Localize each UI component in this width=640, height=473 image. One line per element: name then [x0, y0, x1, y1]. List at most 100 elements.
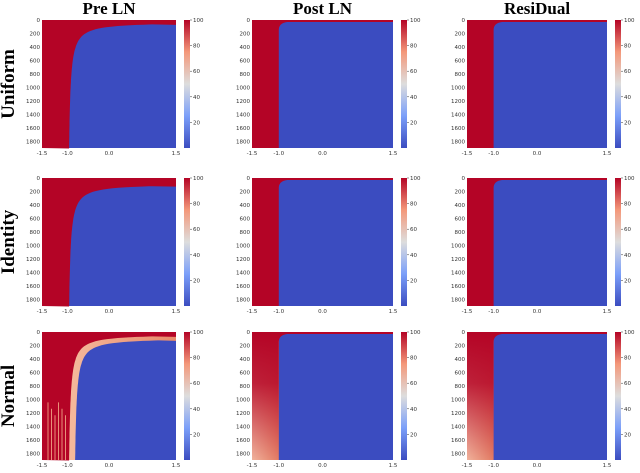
colorbar-tick-label: 60 — [624, 227, 631, 233]
colorbar-tick-label: 100 — [410, 176, 421, 182]
y-tick-label: 1400 — [26, 112, 40, 118]
colorbar-tick-label: 60 — [193, 227, 200, 233]
y-tick-label: 1800 — [236, 297, 250, 303]
y-tick-label: 1000 — [26, 243, 40, 249]
y-tick-label: 200 — [240, 343, 251, 349]
colorbar — [401, 178, 407, 306]
y-tick-label: 400 — [455, 357, 466, 363]
colorbar-tick-label: 40 — [193, 407, 200, 413]
x-tick-label: 0.0 — [533, 151, 542, 157]
colorbar-tick-label: 60 — [624, 381, 631, 387]
y-tick-label: 800 — [30, 230, 41, 236]
heatmap-transition-region — [42, 332, 176, 460]
y-tick-label: 400 — [240, 357, 251, 363]
y-tick-label: 1800 — [451, 451, 465, 457]
y-tick-label: 200 — [455, 189, 466, 195]
colorbar-tick-label: 20 — [410, 278, 417, 284]
x-tick-label: 1.5 — [389, 151, 398, 157]
x-tick-label: -1.0 — [62, 309, 73, 315]
x-tick-label: -1.5 — [37, 463, 48, 469]
y-tick-label: 200 — [240, 31, 251, 37]
x-tick-label: -1.5 — [37, 309, 48, 315]
y-tick-label: 200 — [30, 31, 41, 37]
colorbar-tick-label: 80 — [193, 202, 200, 208]
colorbar-tick-label: 40 — [624, 407, 631, 413]
y-tick-label: 600 — [240, 216, 251, 222]
colorbar — [184, 178, 190, 306]
y-tick-label: 1200 — [236, 99, 250, 105]
x-tick-label: -1.0 — [273, 151, 284, 157]
heatmap-panel — [252, 20, 393, 148]
y-tick-label: 1200 — [26, 257, 40, 263]
y-tick-label: 1600 — [26, 284, 40, 290]
y-tick-label: 800 — [240, 72, 251, 78]
colorbar-tick-label: 60 — [193, 69, 200, 75]
y-tick-label: 1400 — [26, 424, 40, 430]
x-tick-label: 0.0 — [533, 309, 542, 315]
colorbar-tick-label: 100 — [410, 18, 421, 24]
colorbar-tick-label: 80 — [410, 44, 417, 50]
y-tick-label: 400 — [455, 203, 466, 209]
y-tick-label: 200 — [455, 31, 466, 37]
colorbar-tick-label: 80 — [624, 44, 631, 50]
colorbar-tick-label: 60 — [624, 69, 631, 75]
y-tick-label: 400 — [30, 203, 41, 209]
x-tick-label: -1.0 — [488, 309, 499, 315]
x-tick-label: 0.0 — [105, 309, 114, 315]
y-tick-label: 1800 — [451, 297, 465, 303]
heatmap-panel — [467, 20, 607, 148]
x-tick-label: 0.0 — [318, 463, 327, 469]
heatmap-high-region — [252, 20, 393, 148]
x-tick-label: 1.5 — [172, 309, 181, 315]
colorbar-tick-label: 80 — [624, 202, 631, 208]
y-tick-label: 1600 — [236, 126, 250, 132]
column-title: Post LN — [293, 0, 353, 18]
colorbar-tick-label: 20 — [624, 432, 631, 438]
heatmap-high-region — [42, 332, 176, 461]
heatmap-panel — [467, 332, 607, 460]
y-tick-label: 600 — [455, 216, 466, 222]
y-tick-label: 1000 — [236, 397, 250, 403]
y-tick-label: 600 — [240, 370, 251, 376]
colorbar-tick-label: 20 — [624, 120, 631, 126]
x-tick-label: -1.5 — [37, 151, 48, 157]
x-tick-label: -1.0 — [62, 151, 73, 157]
y-tick-label: 600 — [455, 58, 466, 64]
column-title: ResiDual — [504, 0, 570, 18]
column-title: Pre LN — [82, 0, 136, 18]
colorbar-tick-label: 80 — [193, 356, 200, 362]
y-tick-label: 600 — [30, 216, 41, 222]
y-tick-label: 1400 — [26, 270, 40, 276]
heatmap-high-region — [467, 178, 607, 306]
y-tick-label: 200 — [455, 343, 466, 349]
y-tick-label: 1600 — [26, 126, 40, 132]
x-tick-label: -1.5 — [462, 151, 473, 157]
x-tick-label: -1.0 — [488, 463, 499, 469]
y-tick-label: 1200 — [451, 257, 465, 263]
y-tick-label: 0 — [462, 18, 466, 24]
colorbar-tick-label: 40 — [193, 95, 200, 101]
y-tick-label: 1800 — [26, 451, 40, 457]
heatmap-panel — [42, 20, 176, 149]
y-tick-label: 600 — [455, 370, 466, 376]
y-tick-label: 1800 — [26, 139, 40, 145]
y-tick-label: 1000 — [451, 85, 465, 91]
y-tick-label: 1400 — [236, 270, 250, 276]
y-tick-label: 800 — [240, 384, 251, 390]
x-tick-label: -1.5 — [247, 463, 258, 469]
heatmap-panel — [42, 178, 176, 307]
colorbar-tick-label: 100 — [624, 176, 635, 182]
colorbar-tick-label: 80 — [624, 356, 631, 362]
y-tick-label: 1400 — [236, 112, 250, 118]
y-tick-label: 1200 — [26, 99, 40, 105]
x-tick-label: 1.5 — [389, 463, 398, 469]
x-tick-label: -1.5 — [462, 463, 473, 469]
y-tick-label: 1000 — [236, 85, 250, 91]
y-tick-label: 600 — [30, 370, 41, 376]
y-tick-label: 200 — [240, 189, 251, 195]
row-title: Uniform — [0, 49, 19, 119]
colorbar — [184, 20, 190, 148]
y-tick-label: 1400 — [451, 112, 465, 118]
x-tick-label: 1.5 — [603, 463, 612, 469]
colorbar-tick-label: 80 — [410, 202, 417, 208]
